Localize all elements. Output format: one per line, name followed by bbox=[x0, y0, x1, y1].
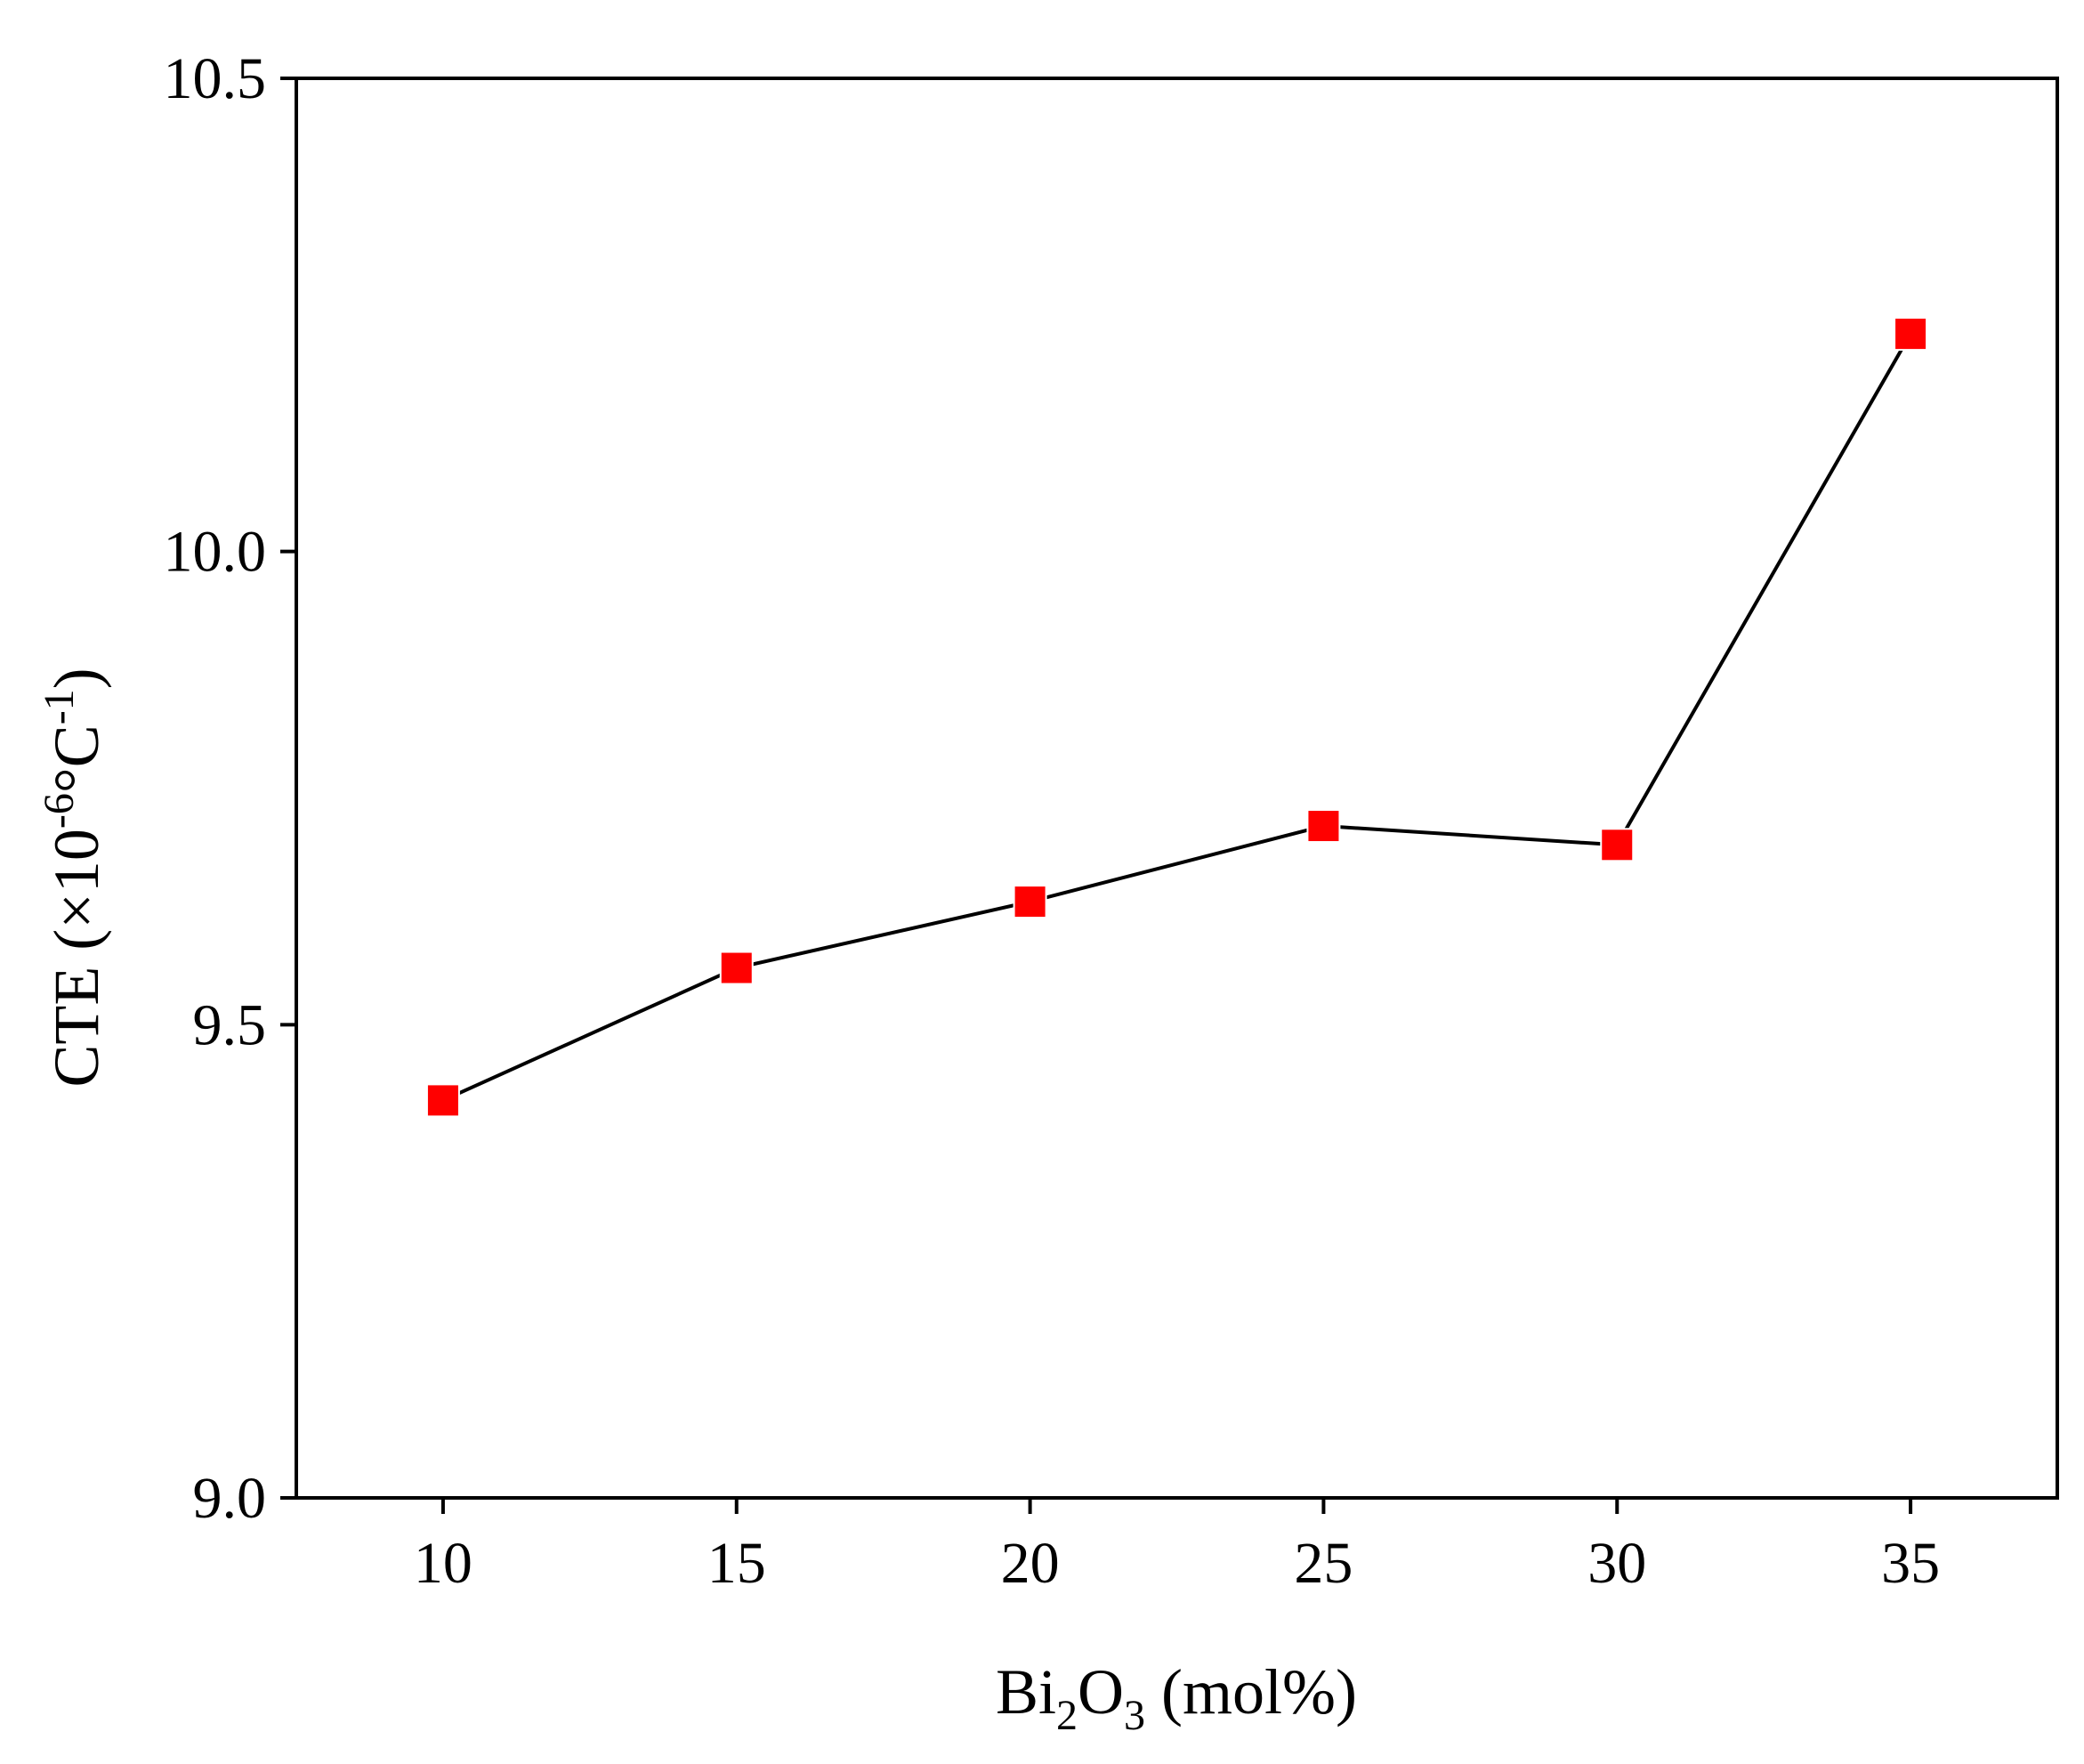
data-point-marker bbox=[1600, 828, 1635, 862]
plot-frame bbox=[295, 77, 2059, 1500]
y-tick-label: 10.5 bbox=[164, 46, 267, 111]
series-line bbox=[442, 333, 1912, 1103]
y-axis: 9.0 9.5 10.0 10.5 bbox=[164, 46, 296, 1531]
series-layer bbox=[425, 317, 1928, 1118]
x-tick-label: 20 bbox=[1001, 1531, 1060, 1596]
data-point-marker bbox=[425, 1083, 460, 1118]
x-tick-label: 25 bbox=[1294, 1531, 1353, 1596]
x-axis: 10 15 20 25 30 35 bbox=[414, 1498, 1940, 1596]
data-point-marker bbox=[1013, 885, 1047, 919]
x-tick-label: 15 bbox=[707, 1531, 766, 1596]
x-tick-label: 10 bbox=[414, 1531, 473, 1596]
y-tick-label: 9.5 bbox=[193, 992, 267, 1057]
y-axis-title: CTE (×10-6°C-1) bbox=[36, 668, 112, 1087]
data-point-marker bbox=[1306, 809, 1341, 844]
data-point-marker bbox=[719, 951, 754, 985]
data-point-marker bbox=[1894, 317, 1928, 352]
y-tick-label: 10.0 bbox=[164, 520, 267, 585]
y-tick-label: 9.0 bbox=[193, 1466, 267, 1531]
x-tick-label: 35 bbox=[1881, 1531, 1940, 1596]
x-axis-title: Bi2O3 (mol%) bbox=[996, 1656, 1357, 1739]
x-tick-label: 30 bbox=[1587, 1531, 1646, 1596]
